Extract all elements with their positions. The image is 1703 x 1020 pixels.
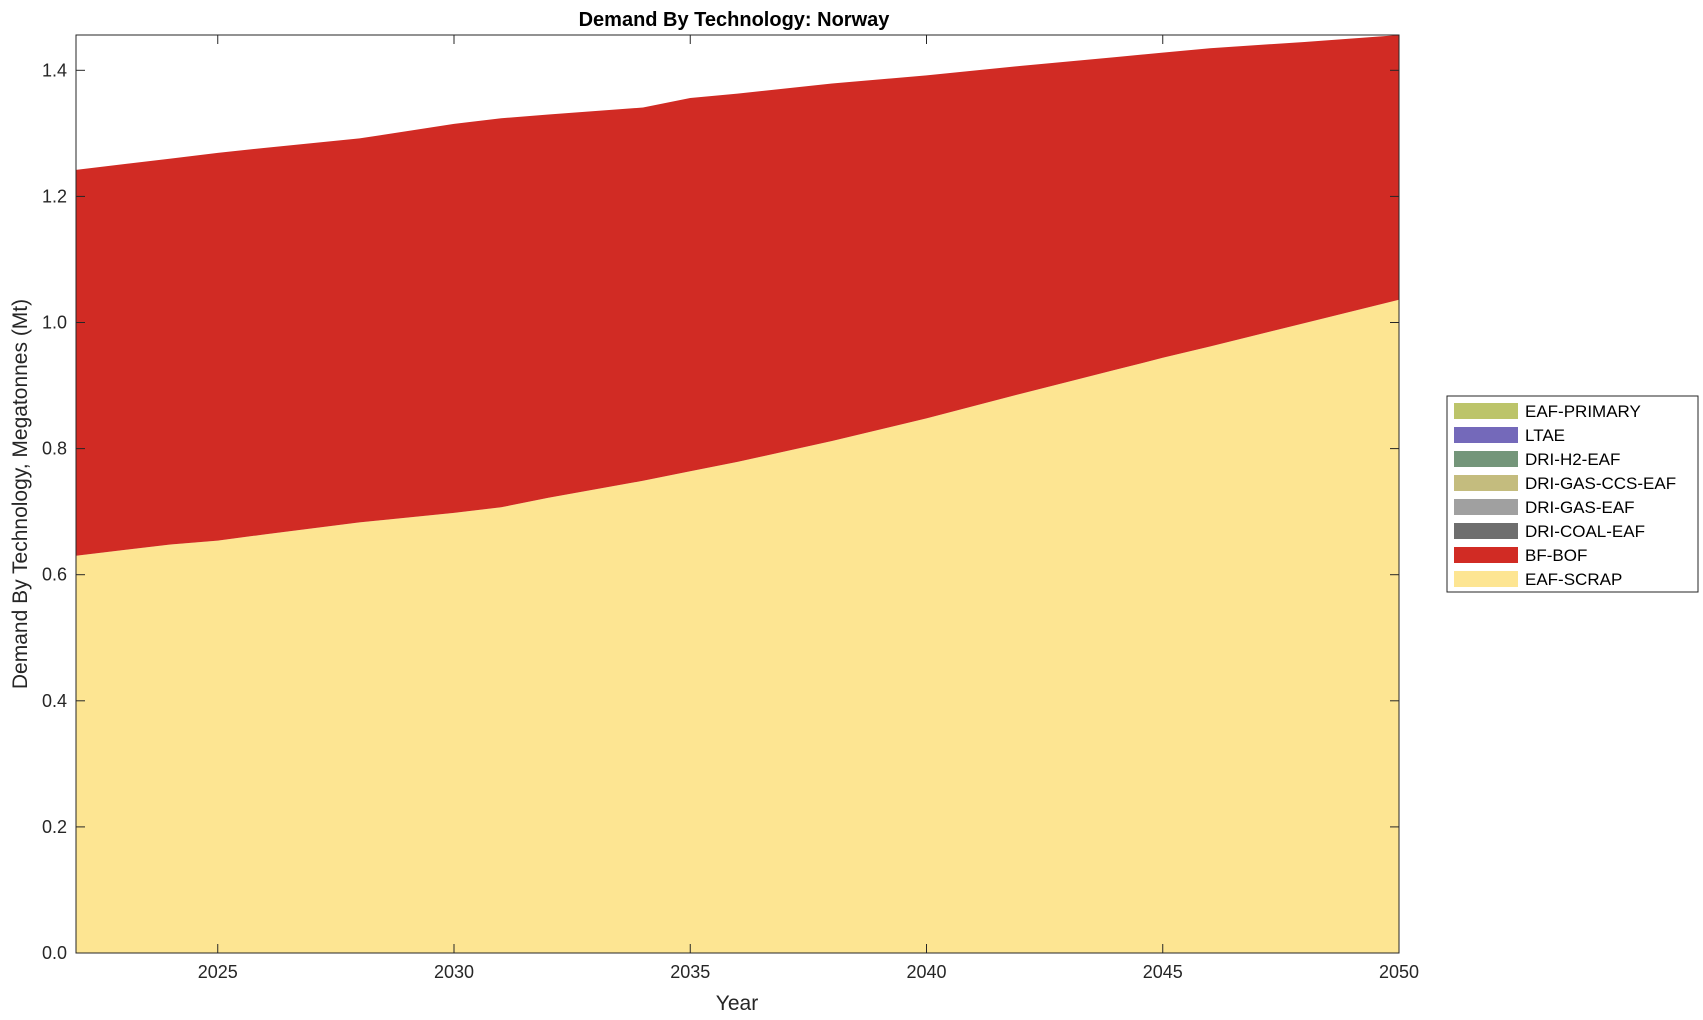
legend-entry-eaf-primary: EAF-PRIMARY: [1454, 402, 1641, 421]
legend-label: BF-BOF: [1525, 546, 1587, 565]
y-tick-label: 0.6: [42, 565, 67, 585]
y-tick-label: 1.4: [42, 60, 67, 80]
x-tick-label: 2030: [434, 962, 474, 982]
legend: EAF-PRIMARY LTAE DRI-H2-EAF DRI-GAS-CCS-EAF…: [1446, 395, 1699, 593]
legend-swatch: [1454, 499, 1518, 515]
y-tick-label: 1.0: [42, 313, 67, 333]
x-tick-label: 2045: [1143, 962, 1183, 982]
y-tick-label: 0.4: [42, 691, 67, 711]
legend-entry-dri-h2-eaf: DRI-H2-EAF: [1454, 450, 1620, 469]
legend-swatch: [1454, 403, 1518, 419]
legend-entry-dri-gas-ccs-eaf: DRI-GAS-CCS-EAF: [1454, 474, 1676, 493]
area-eaf-scrap: [76, 299, 1399, 953]
y-tick-label: 1.2: [42, 186, 67, 206]
legend-label: DRI-COAL-EAF: [1525, 522, 1645, 541]
chart-title: Demand By Technology: Norway: [579, 9, 891, 31]
x-tick-label: 2050: [1379, 962, 1419, 982]
legend-entry-dri-gas-eaf: DRI-GAS-EAF: [1454, 498, 1635, 517]
legend-entry-ltae: LTAE: [1454, 426, 1565, 445]
x-tick-label: 2025: [198, 962, 238, 982]
legend-label: DRI-H2-EAF: [1525, 450, 1620, 469]
legend-swatch: [1454, 547, 1518, 563]
legend-entry-dri-coal-eaf: DRI-COAL-EAF: [1454, 522, 1645, 541]
area-bf-bof: [76, 35, 1399, 556]
x-tick-label: 2040: [906, 962, 946, 982]
legend-entry-bf-bof: BF-BOF: [1454, 546, 1587, 565]
legend-swatch: [1454, 475, 1518, 491]
legend-swatch: [1454, 451, 1518, 467]
legend-entry-eaf-scrap: EAF-SCRAP: [1454, 570, 1622, 589]
legend-swatch: [1454, 427, 1518, 443]
y-axis-label: Demand By Technology, Megatonnes (Mt): [9, 299, 32, 689]
legend-label: DRI-GAS-EAF: [1525, 498, 1635, 517]
legend-label: DRI-GAS-CCS-EAF: [1525, 474, 1676, 493]
y-tick-label: 0.2: [42, 817, 67, 837]
legend-swatch: [1454, 571, 1518, 587]
plot-frame: [75, 34, 1400, 954]
legend-label: EAF-PRIMARY: [1525, 402, 1641, 421]
legend-swatch: [1454, 523, 1518, 539]
y-tick-label: 0.0: [42, 943, 67, 963]
x-axis-label: Year: [716, 992, 758, 1015]
legend-label: EAF-SCRAP: [1525, 570, 1622, 589]
axis-ticks: 2025 2030 2035 2040 2045 2050 0.0 0.2 0.4 0.6 0.8 1…: [42, 35, 1419, 982]
y-tick-label: 0.8: [42, 439, 67, 459]
x-tick-label: 2035: [670, 962, 710, 982]
legend-label: LTAE: [1525, 426, 1565, 445]
area-series-group: [76, 35, 1399, 953]
